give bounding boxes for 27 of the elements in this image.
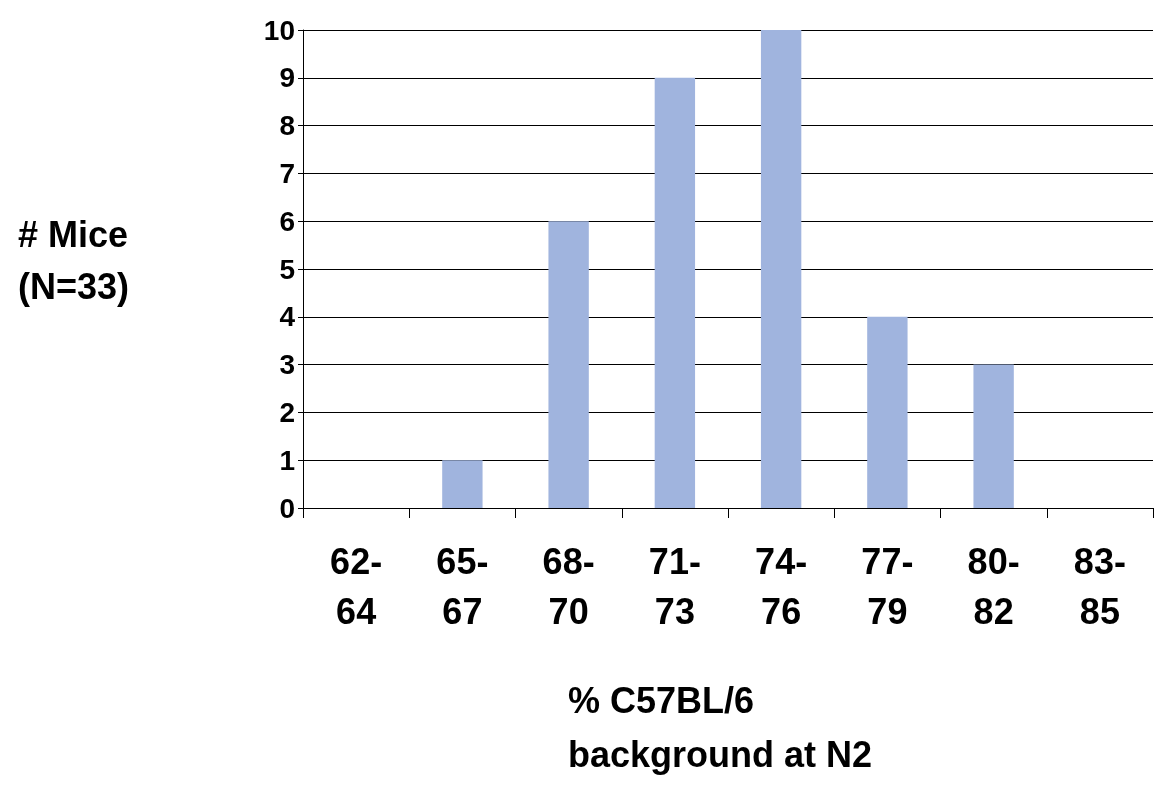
y-tick-label: 7 [279,157,295,189]
x-tick-label: 74-76 [755,540,808,632]
y-tick-label: 5 [279,253,295,285]
bar [548,221,589,508]
y-tick-label: 10 [263,14,295,46]
y-tick-label: 6 [279,205,295,237]
x-tick-label: 80-82 [967,540,1020,632]
bar [760,30,802,508]
y-tick-label: 8 [279,110,295,142]
y-tick-label: 0 [279,492,295,524]
x-tick-label: 62-64 [330,540,383,632]
bar [867,316,908,508]
y-axis-title: # Mice (N=33) [18,213,139,307]
y-tick-label: 3 [279,349,295,381]
x-tick-label: 65-67 [436,540,489,632]
x-tick-label: 68-70 [542,540,595,632]
bar [442,460,483,508]
y-tick-label: 2 [279,396,295,428]
y-tick-label: 9 [279,62,295,94]
x-axis-title: % C57BL/6 background at N2 [568,679,873,775]
x-tick-label: 77-79 [861,540,914,632]
x-tick-label: 83-85 [1073,540,1126,632]
bar [654,77,696,508]
y-tick-label: 1 [279,444,295,476]
bar [973,364,1014,508]
y-tick-label: 4 [279,301,296,333]
x-tick-label: 71-73 [648,540,701,632]
